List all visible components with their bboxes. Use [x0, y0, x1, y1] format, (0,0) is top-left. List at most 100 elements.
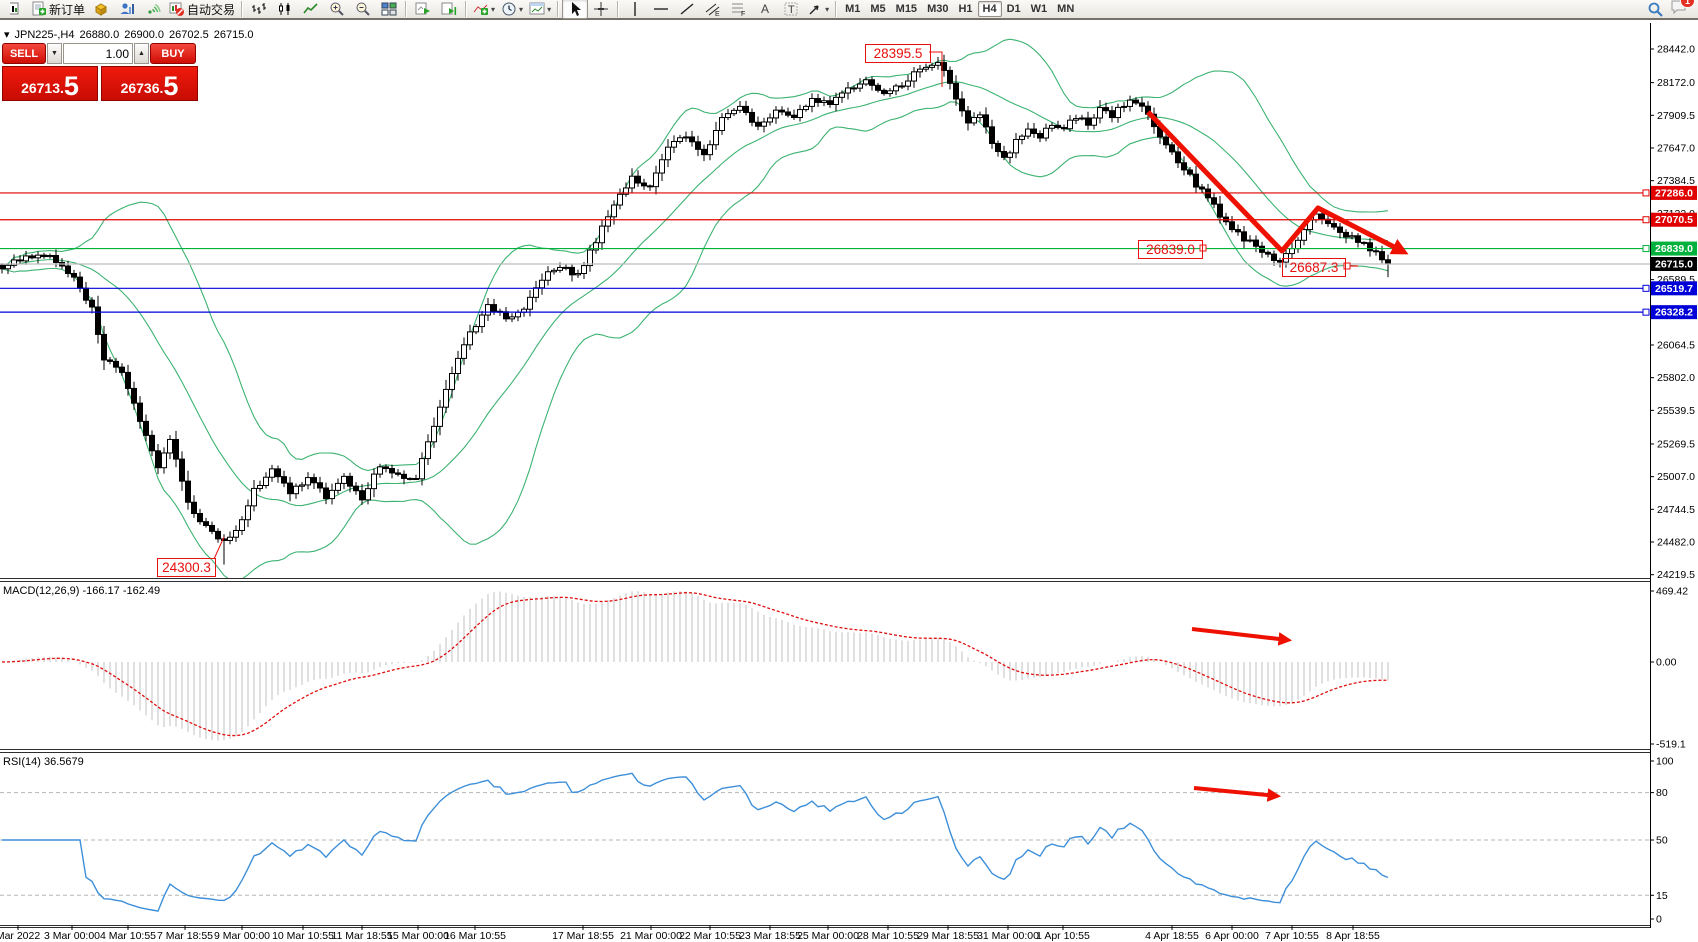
svg-text:10 Mar 10:55: 10 Mar 10:55 [272, 930, 334, 942]
fibonacci-tool[interactable]: F [726, 0, 752, 19]
textA-icon: A [761, 2, 769, 16]
svg-text:80: 80 [1656, 787, 1668, 799]
sell-price-display[interactable]: 26713. 5 [2, 66, 98, 101]
svg-text:27647.0: 27647.0 [1657, 142, 1695, 154]
cursor-tool-button[interactable] [562, 0, 589, 19]
new-order-button[interactable]: 新订单 [28, 0, 88, 19]
svg-text:50: 50 [1656, 835, 1668, 847]
svg-text:7 Mar 18:55: 7 Mar 18:55 [157, 930, 213, 942]
timeframe-m1-button[interactable]: M1 [845, 3, 861, 15]
svg-text:15 Mar 00:00: 15 Mar 00:00 [387, 930, 449, 942]
svg-text:27384.5: 27384.5 [1657, 175, 1695, 187]
text-label-tool[interactable]: T [778, 0, 804, 19]
cursor-icon [572, 2, 582, 16]
autotrade-icon [169, 2, 185, 16]
auto-scroll-button[interactable] [410, 0, 436, 19]
data-window-button[interactable] [114, 0, 140, 19]
dropdown-caret-icon[interactable]: ▾ [491, 4, 496, 14]
autotrading-button[interactable]: 自动交易 [166, 0, 238, 19]
annotation-price-level[interactable]: 26839.0 [1138, 240, 1203, 259]
autoscroll-icon [415, 2, 431, 15]
timeframe-m5-button[interactable]: M5 [870, 3, 886, 15]
sell-price-main: 26713. [21, 80, 64, 96]
volume-input[interactable] [63, 43, 133, 64]
toolbar-separator [835, 1, 838, 17]
text-tool[interactable]: A [752, 0, 778, 19]
timeframe-h4-button[interactable]: H4 [977, 1, 1002, 17]
svg-text:4 Mar 10:55: 4 Mar 10:55 [100, 930, 156, 942]
chart-frame [0, 23, 1651, 928]
vertical-line-tool[interactable] [622, 0, 648, 19]
crosshair-tool-button[interactable] [588, 0, 614, 19]
svg-text:17 Mar 18:55: 17 Mar 18:55 [552, 930, 614, 942]
arrowtool-icon [809, 5, 819, 15]
new-chart-partial[interactable] [2, 0, 28, 19]
annotations[interactable] [213, 51, 1409, 802]
timeframe-m30-button[interactable]: M30 [927, 3, 949, 15]
dropdown-caret-icon[interactable]: ▾ [825, 4, 830, 14]
svg-text:469.42: 469.42 [1656, 586, 1688, 598]
svg-text:E: E [715, 11, 720, 17]
indicators-button[interactable]: ▾ [470, 0, 498, 19]
chart-bars-button[interactable] [246, 0, 272, 19]
timeframe-d1-button[interactable]: D1 [1006, 3, 1021, 15]
annotation-swing-low[interactable]: 26687.3 [1282, 258, 1346, 277]
sell-button[interactable]: SELL [2, 43, 46, 64]
search-icon[interactable] [1647, 1, 1664, 18]
chart-candles-button[interactable] [272, 0, 298, 19]
toolbar-separator [241, 1, 244, 17]
volume-increase-button[interactable]: ▲ [134, 43, 149, 64]
indicators-icon [473, 4, 489, 15]
periods-button[interactable]: ▾ [498, 0, 526, 19]
svg-text:21 Mar 00:00: 21 Mar 00:00 [620, 930, 682, 942]
horizontal-line-tool[interactable] [648, 0, 674, 19]
channel-tool[interactable]: E [700, 0, 726, 19]
price-level-lines [0, 189, 1650, 316]
ohlc-close: 26715.0 [213, 29, 254, 41]
tile-windows-button[interactable] [376, 0, 402, 19]
collapse-quote-panel-icon[interactable]: ▾ [4, 29, 10, 41]
autotrading-button-label: 自动交易 [187, 2, 236, 17]
chart-canvas[interactable]: 28442.028172.027909.527647.027384.527122… [0, 22, 1698, 942]
zoom-out-button[interactable] [350, 0, 376, 19]
timeframe-w1-button[interactable]: W1 [1030, 3, 1048, 15]
market-watch-button[interactable] [88, 0, 114, 19]
signals-button[interactable] [140, 0, 166, 19]
annotation-price-bottom[interactable]: 24300.3 [157, 558, 216, 577]
buy-button[interactable]: BUY [150, 43, 196, 64]
templates-button[interactable]: ▾ [526, 0, 554, 19]
time-axis[interactable]: Mar 2022 3 Mar 00:00 4 Mar 10:55 7 Mar 18:5… [0, 925, 1380, 942]
volume-decrease-button[interactable]: ▼ [47, 43, 62, 64]
timeframe-h1-button[interactable]: H1 [958, 3, 973, 15]
trend-icon [680, 3, 694, 15]
chart-line-button[interactable] [298, 0, 324, 19]
dropdown-caret-icon[interactable]: ▾ [547, 4, 552, 14]
chart-shift-button[interactable] [436, 0, 462, 19]
chart-symbol-period: JPN225-,H4 [14, 29, 75, 41]
rsi-indicator-label: RSI(14) 36.5679 [3, 756, 84, 768]
svg-text:26519.7: 26519.7 [1655, 283, 1693, 295]
svg-text:24482.0: 24482.0 [1657, 536, 1695, 548]
dropdown-caret-icon[interactable]: ▾ [519, 4, 524, 14]
arrows-tool[interactable]: ▾ [804, 0, 832, 19]
notifications-button[interactable]: 1 [1670, 0, 1695, 20]
svg-text:25269.5: 25269.5 [1657, 438, 1695, 450]
toolbar-separator [405, 1, 408, 17]
zoom-in-button[interactable] [324, 0, 350, 19]
new-order-button-label: 新订单 [49, 2, 86, 17]
svg-text:0: 0 [1656, 914, 1662, 926]
svg-text:26839.0: 26839.0 [1655, 243, 1693, 255]
toolbar-separator [465, 1, 468, 17]
trendline-tool[interactable] [674, 0, 700, 19]
price-axis[interactable]: 28442.028172.027909.527647.027384.527122… [1650, 44, 1697, 926]
buy-price-display[interactable]: 26736. 5 [101, 66, 198, 101]
timeframe-m15-button[interactable]: M15 [895, 3, 918, 15]
timeframe-mn-button[interactable]: MN [1057, 3, 1075, 15]
svg-text:27286.0: 27286.0 [1655, 187, 1693, 199]
svg-text:31 Mar 00:00: 31 Mar 00:00 [977, 930, 1039, 942]
svg-text:7 Apr 10:55: 7 Apr 10:55 [1265, 930, 1319, 942]
svg-text:8 Apr 18:55: 8 Apr 18:55 [1326, 930, 1380, 942]
channel-icon: E [705, 3, 720, 17]
svg-text:T: T [788, 4, 795, 16]
annotation-price-peak[interactable]: 28395.5 [865, 44, 931, 63]
